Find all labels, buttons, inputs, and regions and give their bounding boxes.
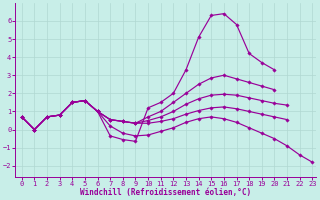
X-axis label: Windchill (Refroidissement éolien,°C): Windchill (Refroidissement éolien,°C) — [80, 188, 251, 197]
